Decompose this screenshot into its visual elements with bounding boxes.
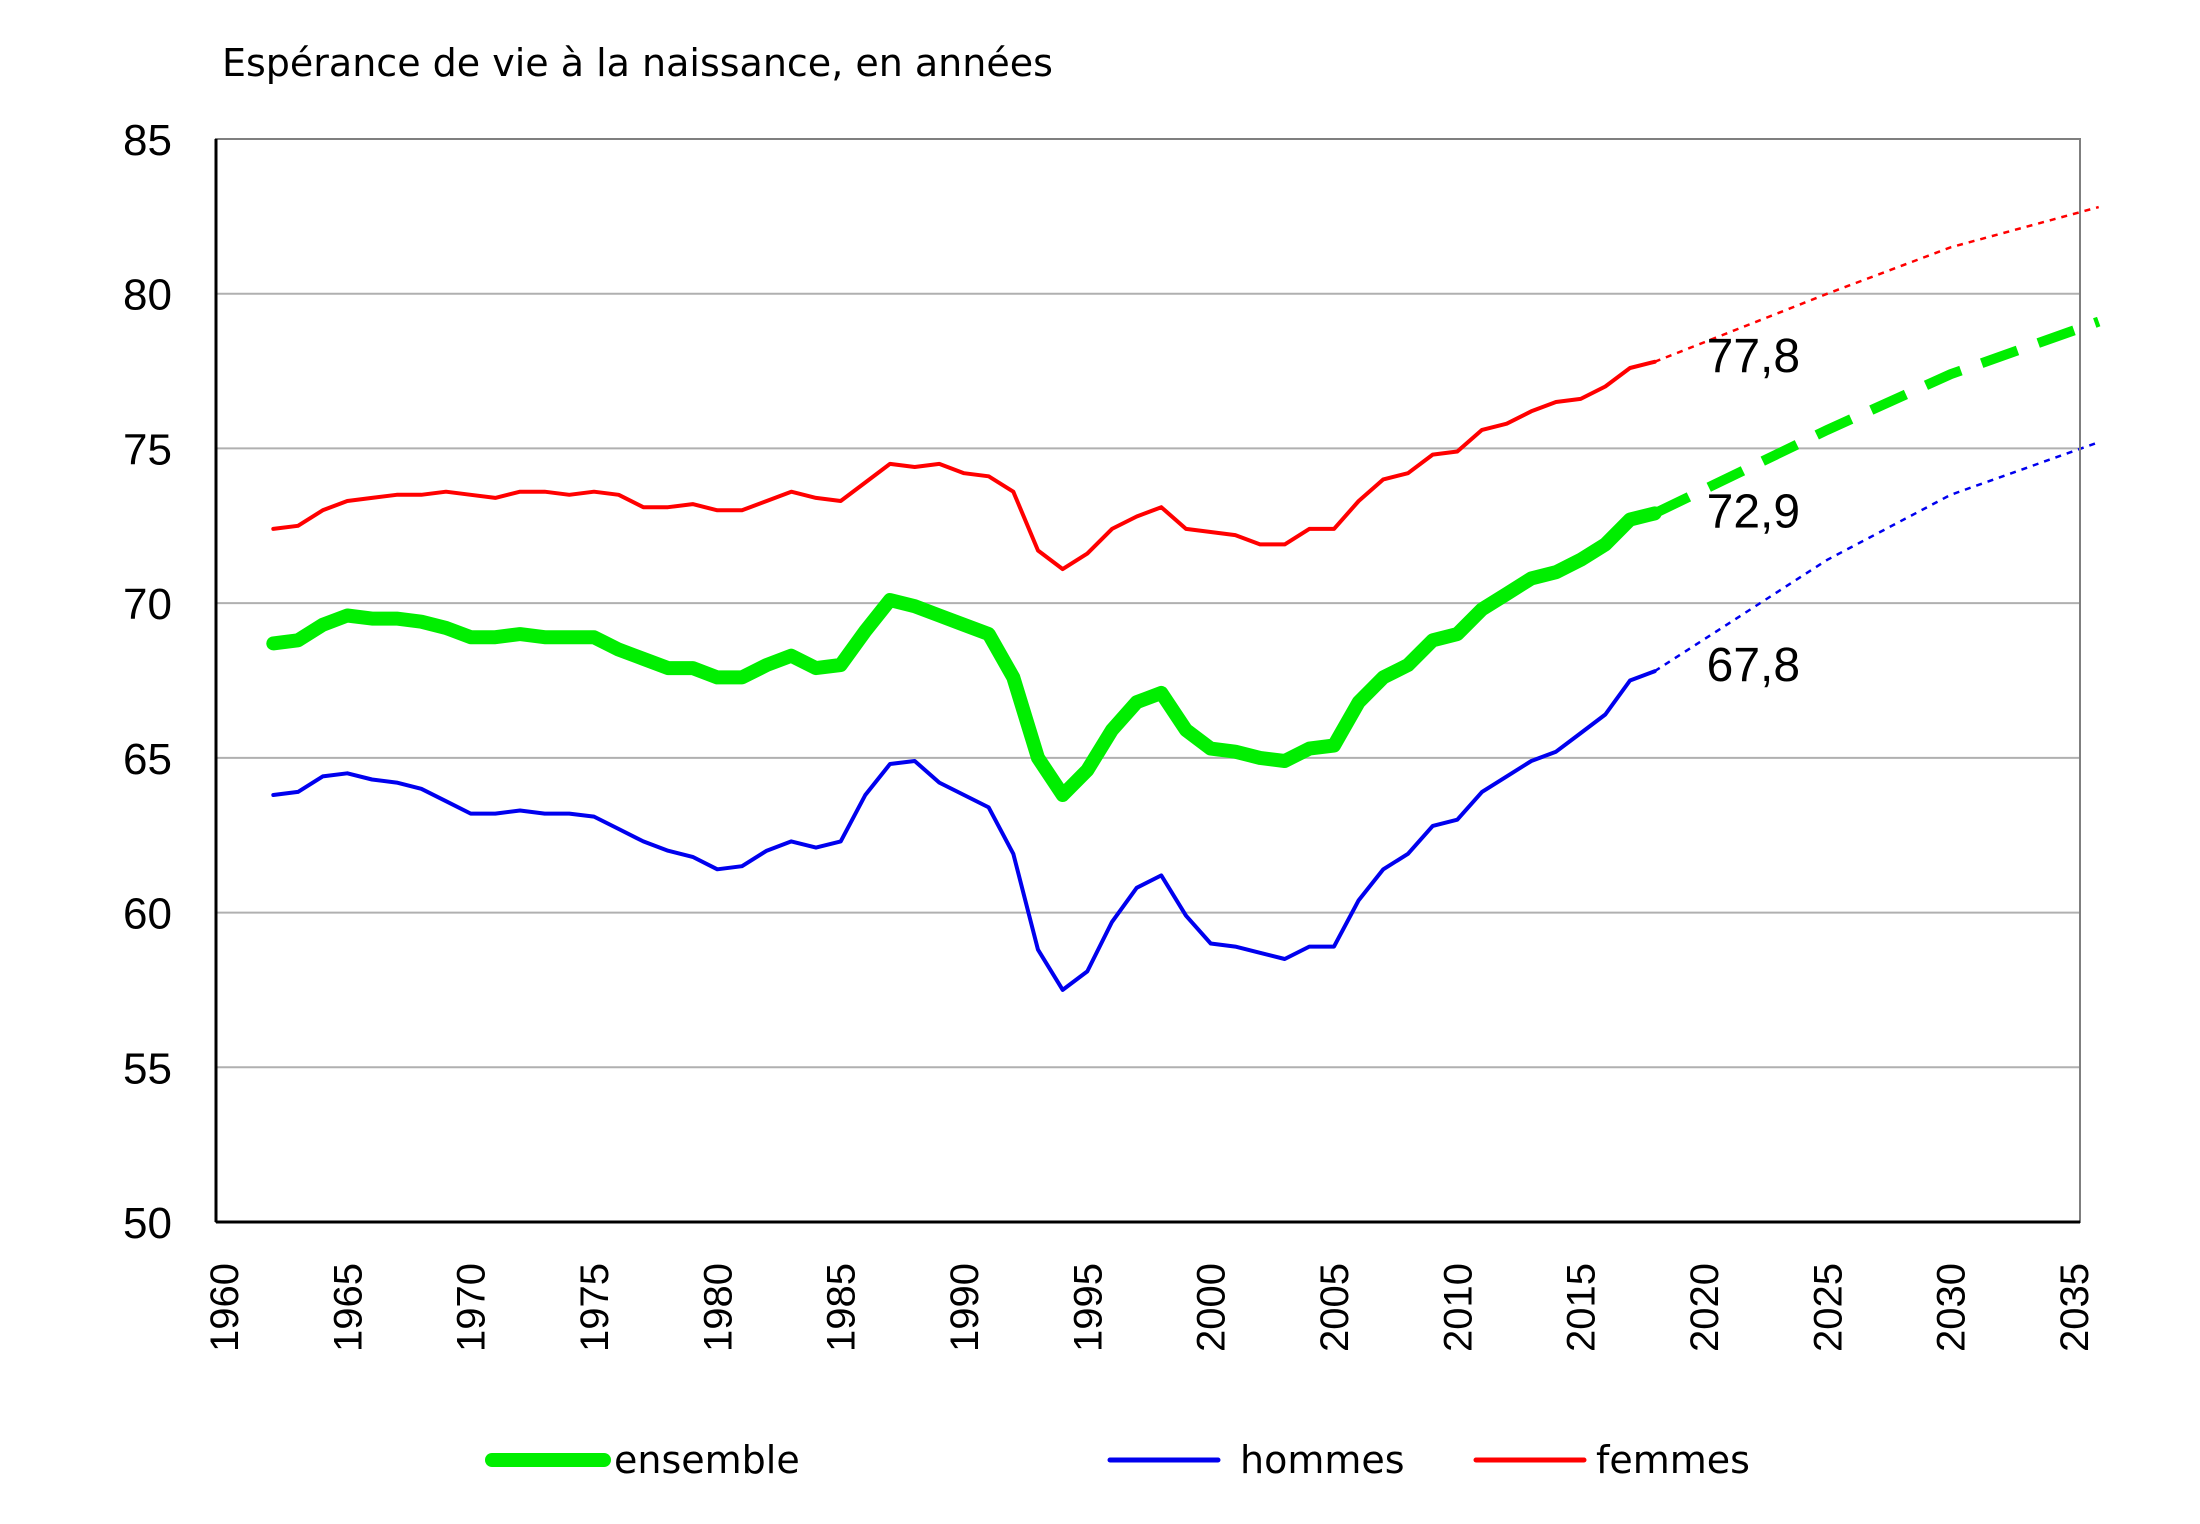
axes bbox=[214, 139, 2080, 1224]
end-label-femmes: 77,8 bbox=[1707, 330, 1800, 383]
series-line-hommes bbox=[271, 669, 1657, 992]
x-tick-label: 2020 bbox=[1683, 1263, 1727, 1352]
legend-label-ensemble: ensemble bbox=[614, 1438, 800, 1482]
x-tick-label: 2005 bbox=[1313, 1263, 1357, 1352]
x-tick-label: 1995 bbox=[1066, 1263, 1110, 1352]
x-tick-label: 2010 bbox=[1436, 1263, 1480, 1352]
legend: ensemble hommes femmes bbox=[485, 1438, 1750, 1482]
x-tick-label: 1970 bbox=[450, 1263, 494, 1352]
grid bbox=[216, 292, 2080, 1069]
y-tick-label: 85 bbox=[123, 116, 172, 165]
x-tick-label: 1975 bbox=[573, 1263, 617, 1352]
x-tick-label: 1985 bbox=[820, 1263, 864, 1352]
x-tick-label: 2030 bbox=[1930, 1263, 1974, 1352]
plot-area-border bbox=[215, 138, 2081, 1223]
end-labels: 77,8 72,9 67,8 bbox=[1707, 330, 1800, 692]
y-tick-label: 55 bbox=[123, 1044, 172, 1093]
x-tick-label: 2000 bbox=[1190, 1263, 1234, 1352]
y-tick-label: 80 bbox=[123, 271, 172, 320]
legend-label-hommes: hommes bbox=[1240, 1438, 1405, 1482]
x-tick-label: 2015 bbox=[1560, 1263, 1604, 1352]
x-tick-label: 2035 bbox=[2053, 1263, 2097, 1352]
x-tick-label: 1990 bbox=[943, 1263, 987, 1352]
end-label-hommes: 67,8 bbox=[1707, 639, 1800, 692]
x-tick-label: 2025 bbox=[1806, 1263, 1850, 1352]
x-tick-labels: 1960 1965 1970 1975 1980 1985 1990 1995 2000 2005… bbox=[203, 1263, 2097, 1352]
projection-line-hommes bbox=[1654, 441, 2100, 673]
x-tick-label: 1960 bbox=[203, 1263, 247, 1352]
chart-title: Espérance de vie à la naissance, en anné… bbox=[222, 41, 1053, 85]
end-label-ensemble: 72,9 bbox=[1707, 485, 1800, 538]
y-tick-label: 75 bbox=[123, 425, 172, 474]
series-line-ensemble bbox=[266, 506, 1662, 802]
y-tick-labels: 50 55 60 65 70 75 80 85 bbox=[123, 116, 172, 1248]
x-tick-label: 1980 bbox=[696, 1263, 740, 1352]
series-line-femmes bbox=[271, 359, 1657, 572]
series-layer bbox=[266, 205, 2101, 992]
y-tick-label: 65 bbox=[123, 735, 172, 784]
y-tick-label: 70 bbox=[123, 580, 172, 629]
y-tick-label: 50 bbox=[123, 1199, 172, 1248]
legend-label-femmes: femmes bbox=[1596, 1438, 1750, 1482]
projection-line-ensemble bbox=[1652, 316, 2101, 518]
y-tick-label: 60 bbox=[123, 890, 172, 939]
x-tick-label: 1965 bbox=[326, 1263, 370, 1352]
